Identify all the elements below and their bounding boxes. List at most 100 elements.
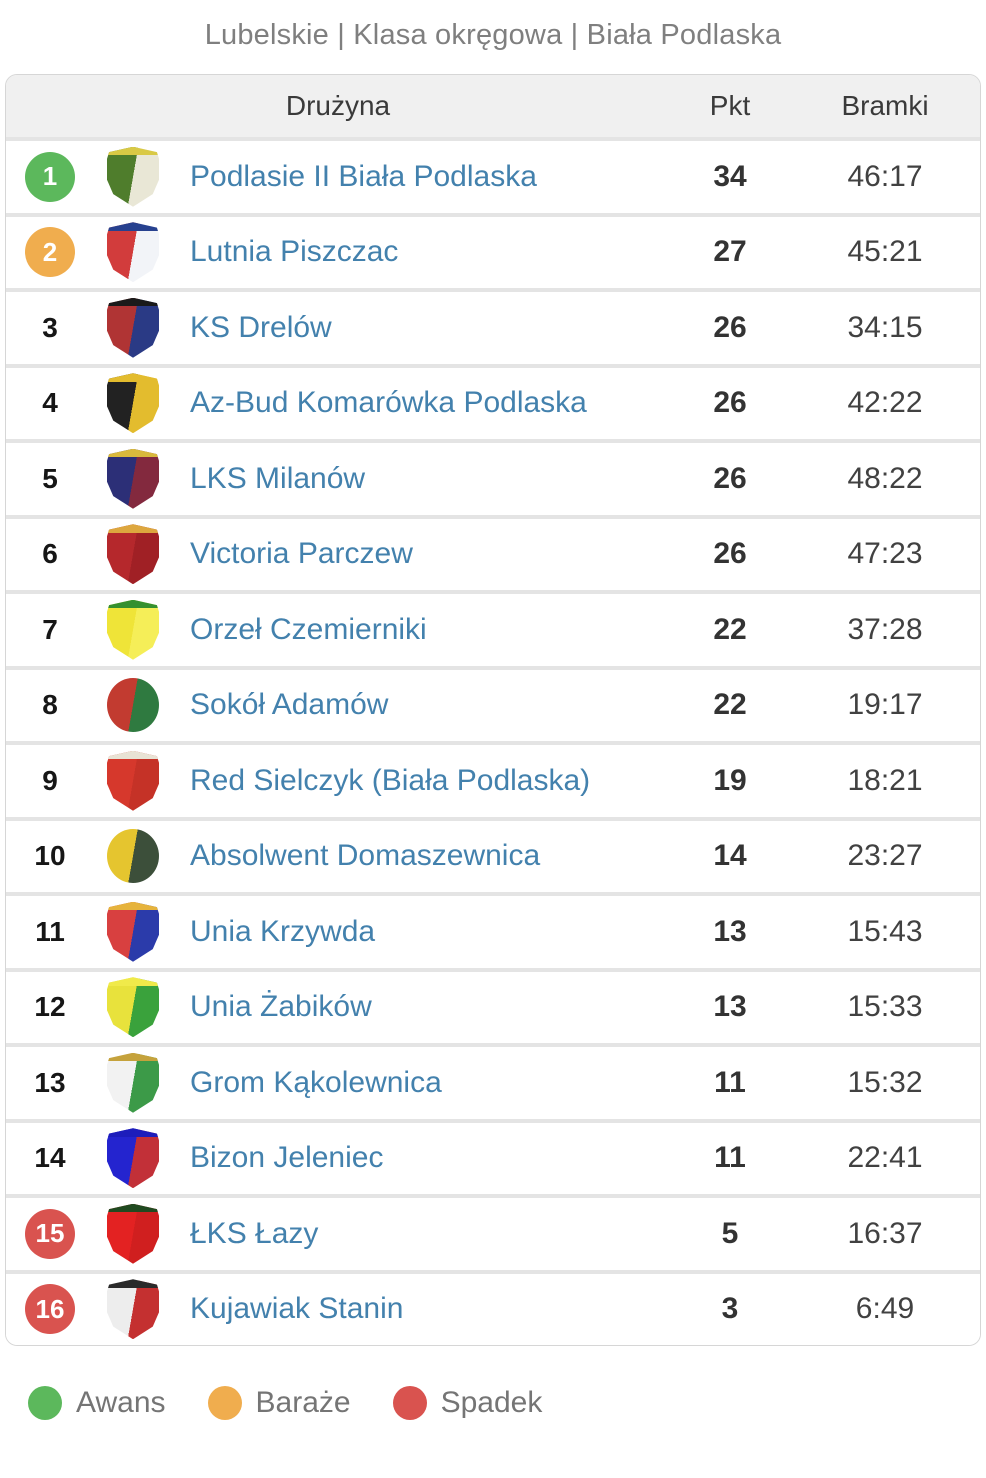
- goals-value: 16:37: [847, 1216, 923, 1250]
- goals-value: 23:27: [847, 839, 923, 873]
- club-logo-cell: [94, 678, 172, 733]
- table-header: Drużyna Pkt Bramki: [6, 75, 980, 137]
- goals-value: 22:41: [847, 1141, 923, 1175]
- position-cell: 4: [6, 378, 94, 428]
- team-name[interactable]: LKS Milanów: [190, 461, 366, 495]
- position-cell: 11: [6, 907, 94, 957]
- goals-value: 15:32: [847, 1065, 923, 1099]
- position-badge: 13: [34, 1066, 66, 1098]
- club-crest-icon: [107, 678, 159, 733]
- position-cell: 15: [6, 1208, 94, 1259]
- points-value: 13: [713, 914, 747, 948]
- legend-label-spadek: Spadek: [440, 1386, 543, 1419]
- table-row: 10 Absolwent Domaszewnica 14 23:27: [6, 816, 980, 892]
- team-name[interactable]: Unia Krzywda: [190, 914, 376, 948]
- points-value: 22: [713, 612, 747, 646]
- club-crest-icon: [107, 146, 159, 207]
- goals-value: 45:21: [847, 235, 923, 269]
- table-row: 14 Bizon Jeleniec 11 22:41: [6, 1118, 980, 1194]
- position-badge: 9: [42, 764, 58, 796]
- team-name[interactable]: Lutnia Piszczac: [190, 235, 399, 269]
- points-value: 11: [714, 1065, 746, 1099]
- awans-dot-icon: [28, 1386, 62, 1420]
- position-cell: 9: [6, 756, 94, 806]
- club-logo-cell: [94, 524, 172, 585]
- club-logo-cell: [94, 297, 172, 358]
- goals-value: 15:43: [847, 914, 923, 948]
- team-name[interactable]: Red Sielczyk (Biała Podlaska): [190, 763, 591, 797]
- table-row: 6 Victoria Parczew 26 47:23: [6, 514, 980, 590]
- position-cell: 3: [6, 303, 94, 353]
- team-name[interactable]: Podlasie II Biała Podlaska: [190, 159, 537, 193]
- team-name[interactable]: Sokół Adamów: [190, 688, 389, 722]
- table-row: 1 Podlasie II Biała Podlaska 34 46:17: [6, 137, 980, 213]
- table-row: 7 Orzeł Czemierniki 22 37:28: [6, 590, 980, 666]
- club-crest-icon: [107, 1052, 159, 1113]
- club-logo-cell: [94, 1203, 172, 1264]
- position-badge: 5: [42, 462, 58, 494]
- table-row: 2 Lutnia Piszczac 27 45:21: [6, 212, 980, 288]
- position-cell: 5: [6, 454, 94, 504]
- page-title: Lubelskie | Klasa okręgowa | Biała Podla…: [204, 19, 782, 51]
- points-value: 26: [713, 310, 747, 344]
- club-crest-icon: [107, 829, 159, 884]
- table-row: 5 LKS Milanów 26 48:22: [6, 439, 980, 515]
- club-crest-icon: [107, 901, 159, 962]
- table-row: 4 Az-Bud Komarówka Podlaska 26 42:22: [6, 363, 980, 439]
- points-value: 26: [713, 461, 747, 495]
- team-name[interactable]: Bizon Jeleniec: [190, 1141, 384, 1175]
- position-badge: 8: [42, 689, 58, 721]
- goals-value: 46:17: [847, 159, 923, 193]
- team-name[interactable]: Victoria Parczew: [190, 537, 413, 571]
- header-team: Drużyna: [285, 90, 391, 121]
- team-name[interactable]: ŁKS Łazy: [190, 1216, 319, 1250]
- legend: Awans Baraże Spadek: [28, 1386, 986, 1420]
- points-value: 19: [713, 763, 747, 797]
- goals-value: 34:15: [847, 310, 923, 344]
- club-crest-icon: [107, 1279, 159, 1340]
- table-row: 15 ŁKS Łazy 5 16:37: [6, 1194, 980, 1270]
- club-logo-cell: [94, 829, 172, 884]
- table-row: 3 KS Drelów 26 34:15: [6, 288, 980, 364]
- position-badge: 6: [42, 538, 58, 570]
- team-name[interactable]: Kujawiak Stanin: [190, 1292, 404, 1326]
- team-name[interactable]: KS Drelów: [190, 310, 332, 344]
- goals-value: 37:28: [847, 612, 923, 646]
- table-body: 1 Podlasie II Biała Podlaska 34 46:17 2 …: [6, 137, 980, 1345]
- legend-label-baraze: Baraże: [255, 1386, 351, 1419]
- goals-value: 42:22: [847, 386, 923, 420]
- points-value: 22: [713, 688, 747, 722]
- team-name[interactable]: Az-Bud Komarówka Podlaska: [190, 386, 587, 420]
- table-row: 11 Unia Krzywda 13 15:43: [6, 892, 980, 968]
- club-logo-cell: [94, 901, 172, 962]
- club-logo-cell: [94, 1052, 172, 1113]
- club-logo-cell: [94, 222, 172, 283]
- team-name[interactable]: Grom Kąkolewnica: [190, 1065, 442, 1099]
- team-name[interactable]: Orzeł Czemierniki: [190, 612, 427, 646]
- club-crest-icon: [107, 750, 159, 811]
- club-crest-icon: [107, 373, 159, 434]
- league-table-page: Lubelskie | Klasa okręgowa | Biała Podla…: [0, 16, 986, 1478]
- club-crest-icon: [107, 222, 159, 283]
- legend-item-awans: Awans: [28, 1386, 166, 1420]
- club-crest-icon: [107, 1203, 159, 1264]
- position-badge: 14: [34, 1142, 66, 1174]
- club-logo-cell: [94, 373, 172, 434]
- team-name[interactable]: Unia Żabików: [190, 990, 372, 1024]
- position-cell: 7: [6, 605, 94, 655]
- position-badge: 2: [25, 227, 75, 278]
- team-name[interactable]: Absolwent Domaszewnica: [190, 839, 541, 873]
- position-cell: 8: [6, 680, 94, 730]
- legend-label-awans: Awans: [76, 1386, 166, 1419]
- position-cell: 16: [6, 1284, 94, 1335]
- goals-value: 47:23: [847, 537, 923, 571]
- points-value: 13: [713, 990, 747, 1024]
- position-badge: 12: [34, 991, 66, 1023]
- baraze-dot-icon: [207, 1386, 242, 1420]
- position-badge: 16: [25, 1284, 75, 1335]
- club-logo-cell: [94, 1279, 172, 1340]
- position-cell: 2: [6, 227, 94, 278]
- position-cell: 12: [6, 982, 94, 1032]
- position-badge: 10: [34, 840, 66, 872]
- league-table: Drużyna Pkt Bramki 1 Podlasie II Biała P…: [5, 74, 981, 1346]
